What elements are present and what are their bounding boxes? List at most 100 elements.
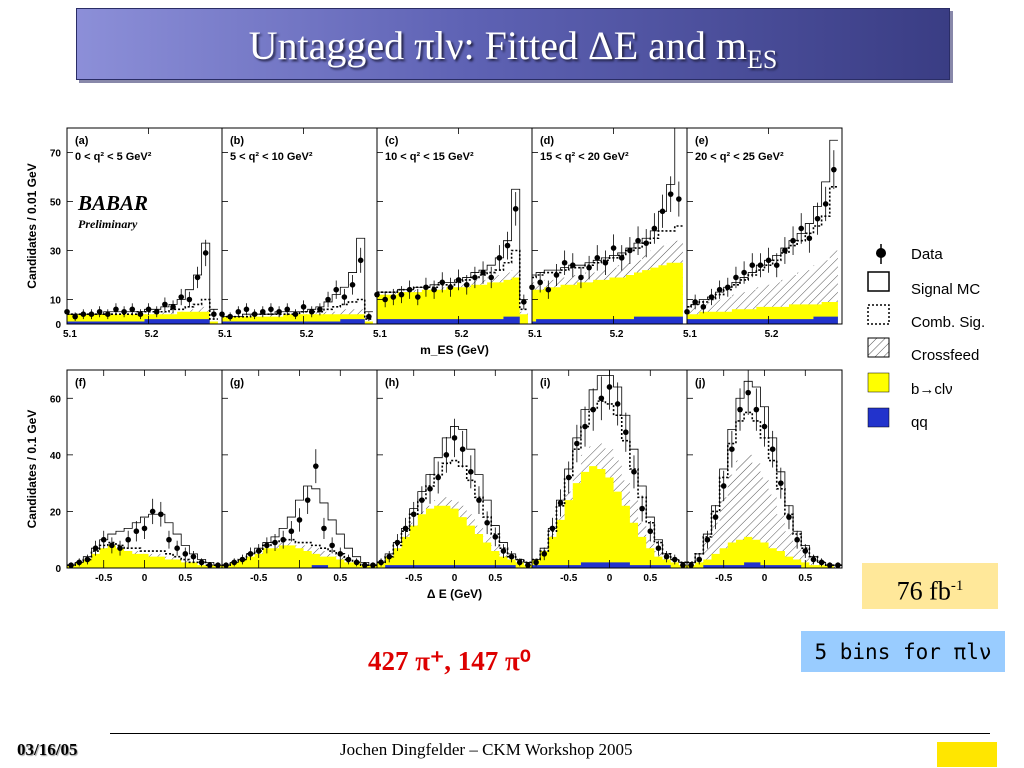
data-marker	[810, 556, 817, 563]
signal-line	[67, 513, 222, 566]
data-point	[594, 245, 601, 271]
data-marker	[317, 306, 323, 313]
data-point	[349, 275, 356, 295]
data-marker	[680, 562, 686, 568]
data-point	[447, 277, 454, 297]
data-marker	[590, 406, 596, 413]
data-point	[676, 181, 682, 217]
data-marker	[716, 286, 723, 293]
data-marker	[153, 308, 160, 315]
data-marker	[557, 500, 564, 506]
data-marker	[353, 559, 360, 566]
data-point	[631, 455, 637, 489]
q2-label: 10 < q² < 15 GeV²	[385, 151, 474, 163]
data-point	[109, 537, 115, 554]
data-point	[186, 291, 193, 308]
bcl-area	[67, 545, 222, 568]
data-marker	[631, 469, 637, 475]
data-point	[223, 562, 229, 568]
data-point	[170, 300, 176, 314]
legend-signal: Signal MC	[867, 271, 980, 298]
y-axis-label: Candidates / 0.1 GeV	[25, 410, 39, 529]
data-point	[492, 527, 499, 547]
bcl-area	[687, 301, 838, 324]
data-point	[484, 511, 490, 535]
data-marker	[386, 553, 393, 560]
data-marker	[753, 406, 760, 413]
data-marker	[463, 282, 470, 288]
data-marker	[414, 294, 421, 300]
x-tick-label: 0	[762, 573, 768, 584]
data-marker	[782, 247, 788, 254]
data-marker	[80, 311, 87, 317]
data-point	[835, 562, 841, 568]
data-marker	[292, 311, 299, 317]
data-point	[317, 303, 323, 316]
data-point	[162, 297, 168, 312]
data-point	[647, 521, 654, 542]
data-point	[623, 412, 629, 452]
data-marker	[329, 542, 335, 549]
x-tick-label: 0.5	[488, 573, 502, 584]
data-marker	[565, 474, 572, 481]
x-tick-label: 5.1	[373, 329, 387, 340]
data-point	[639, 495, 645, 522]
data-marker	[174, 545, 180, 551]
data-marker	[178, 294, 185, 300]
data-marker	[561, 259, 568, 266]
data-marker	[447, 284, 454, 291]
babar-logo-text: BABAR	[77, 191, 148, 215]
data-point	[382, 291, 388, 308]
data-point	[516, 558, 523, 567]
data-marker	[537, 279, 543, 286]
data-point	[561, 250, 568, 275]
data-marker	[88, 311, 95, 317]
data-point	[398, 286, 405, 304]
data-point	[145, 303, 152, 316]
data-point	[100, 530, 107, 549]
data-marker	[688, 562, 694, 568]
x-tick-label: 0.5	[333, 573, 347, 584]
x-tick-label: 5.1	[63, 329, 77, 340]
x-tick-label: -0.5	[560, 573, 578, 584]
data-point	[149, 498, 156, 525]
legend-crossfeed: Crossfeed	[867, 337, 979, 364]
data-point	[671, 554, 678, 565]
data-marker	[614, 401, 621, 407]
data-point	[394, 534, 401, 552]
x-tick-label: 5.1	[218, 329, 232, 340]
data-marker	[423, 284, 429, 291]
data-point	[435, 461, 441, 494]
data-point	[96, 306, 103, 318]
data-marker	[831, 166, 837, 173]
legend-data: Data	[876, 244, 943, 264]
data-point	[296, 508, 303, 532]
data-point	[590, 388, 596, 431]
legend-signal-label: Signal MC	[911, 281, 980, 298]
y-tick-label: 70	[50, 149, 62, 160]
data-point	[80, 309, 87, 320]
data-point	[508, 551, 515, 563]
data-point	[439, 272, 446, 293]
data-point	[113, 303, 119, 316]
x-tick-label: 5.2	[145, 329, 159, 340]
data-point	[667, 176, 674, 212]
data-marker	[500, 548, 507, 554]
data-marker	[508, 553, 515, 560]
data-marker	[268, 306, 274, 313]
data-point	[753, 388, 760, 431]
data-point	[627, 237, 633, 264]
comb-line	[222, 298, 373, 320]
data-marker	[671, 556, 678, 563]
data-marker	[598, 395, 605, 402]
x-tick-label: -0.5	[95, 573, 113, 584]
data-point	[659, 194, 666, 228]
data-marker	[304, 497, 311, 503]
comb-line	[532, 400, 687, 564]
data-point	[708, 288, 715, 306]
signal-line	[222, 237, 373, 318]
data-marker	[765, 257, 772, 264]
data-marker	[639, 505, 645, 512]
signal-line	[67, 242, 218, 315]
data-marker	[223, 562, 229, 568]
